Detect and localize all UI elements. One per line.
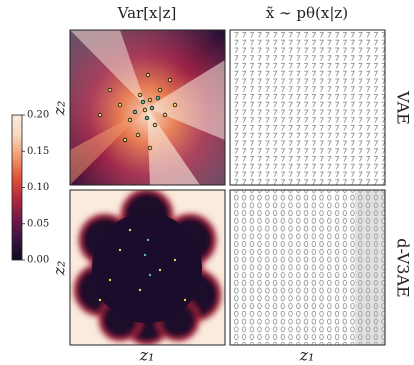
- column-title: Var[x|z]: [117, 4, 177, 22]
- sample-grid: [230, 30, 385, 185]
- x-axis-label: z₁: [139, 346, 155, 365]
- colorbar: [12, 115, 22, 260]
- y-axis-label: z₂: [50, 101, 69, 117]
- colorbar-tick-label: 0.05: [27, 218, 49, 229]
- column-title: x̃ ∼ pθ(x|z): [266, 4, 348, 22]
- colorbar-tick-label: 0.10: [27, 182, 49, 193]
- y-axis-label: z₂: [50, 261, 69, 277]
- row-label: VAE: [394, 90, 413, 125]
- colorbar-tick-label: 0.00: [27, 255, 49, 266]
- variance-map: [70, 190, 225, 345]
- sample-noise: [355, 190, 385, 345]
- colorbar-tick-label: 0.15: [27, 146, 49, 157]
- x-axis-label: z₁: [299, 346, 315, 365]
- colorbar-tick-label: 0.20: [27, 110, 49, 121]
- variance-map: [70, 30, 225, 185]
- row-label: d-V3AE: [394, 238, 413, 297]
- figure: Var[x|z] x̃ ∼ pθ(x|z) VAE d-V3AE z₂ z₂ z…: [0, 0, 414, 365]
